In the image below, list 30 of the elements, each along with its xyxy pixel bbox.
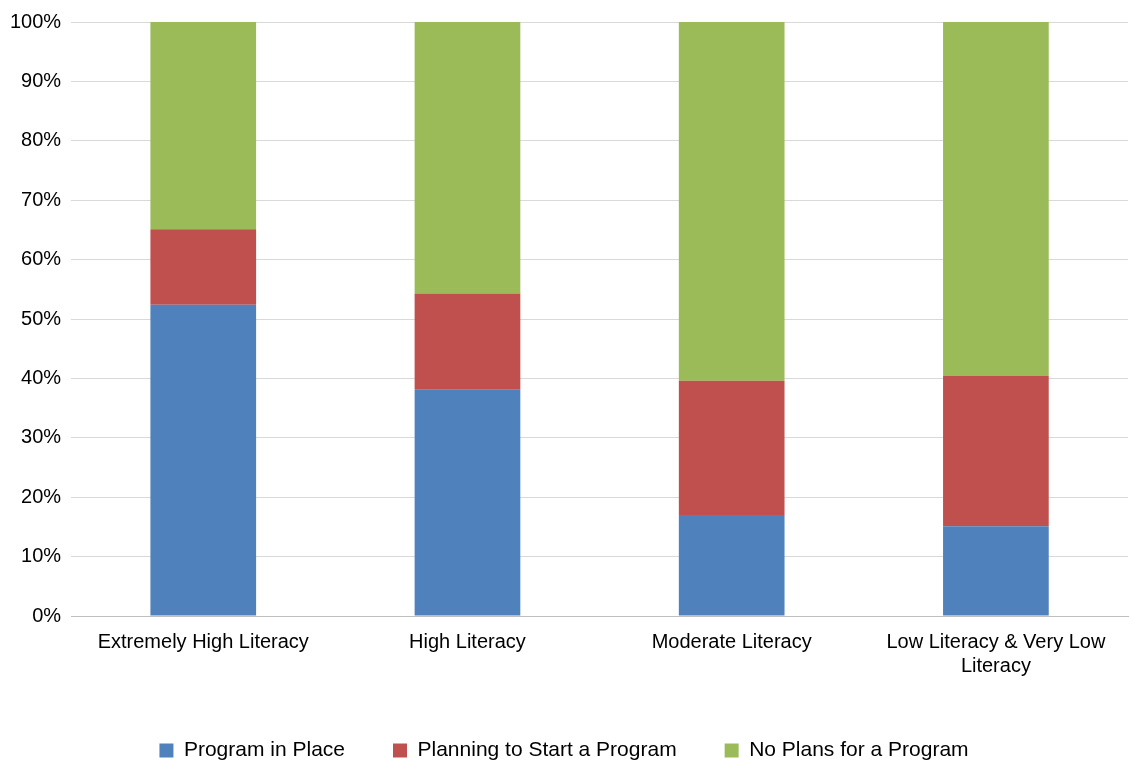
legend-label: No Plans for a Program: [749, 737, 969, 761]
y-tick-label: 60%: [21, 247, 62, 270]
bar: [414, 389, 521, 616]
y-tick-label: 50%: [21, 306, 62, 329]
bar: [943, 22, 1049, 377]
bar: [414, 22, 521, 294]
bar: [678, 380, 785, 516]
y-tick-label: 80%: [21, 128, 62, 151]
y-tick-label: 10%: [21, 544, 62, 567]
x-tick-label: Moderate Literacy: [651, 629, 812, 652]
x-tick-label: Low Literacy & Very Low Literacy: [886, 629, 1106, 676]
y-tick-label: 0%: [32, 603, 62, 626]
x-tick-label: High Literacy: [409, 629, 526, 652]
legend-label: Program in Place: [183, 737, 346, 761]
bar: [678, 22, 785, 381]
bar: [150, 229, 257, 305]
y-tick-label: 40%: [21, 365, 62, 388]
bar: [150, 304, 257, 616]
bar: [678, 515, 785, 616]
bar: [943, 526, 1049, 616]
legend-label: Planning to Start a Program: [417, 737, 677, 761]
y-tick-label: 100%: [10, 9, 62, 32]
y-tick-label: 20%: [21, 484, 62, 507]
y-tick-label: 30%: [21, 425, 62, 448]
bar: [414, 293, 521, 390]
bar: [150, 22, 257, 230]
x-tick-label: Extremely High Literacy: [97, 629, 309, 652]
y-tick-label: 70%: [21, 187, 62, 210]
bar: [943, 376, 1049, 527]
y-tick-label: 90%: [21, 68, 62, 91]
